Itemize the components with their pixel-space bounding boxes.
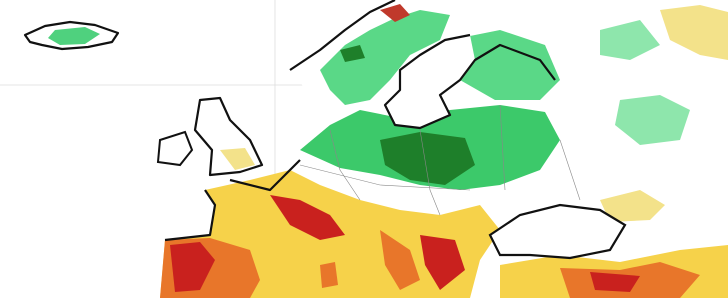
wet-area xyxy=(615,95,690,145)
black-sea xyxy=(488,203,627,260)
coastline xyxy=(193,96,264,177)
very-dry-area xyxy=(380,230,420,290)
wet-area xyxy=(48,27,100,45)
hot-spot xyxy=(170,242,215,292)
iceland xyxy=(23,20,120,51)
ireland xyxy=(156,130,194,167)
island xyxy=(320,262,338,288)
hot-spot xyxy=(270,195,345,240)
hot-spot xyxy=(420,235,465,290)
wet-area xyxy=(600,20,660,60)
coastline xyxy=(289,0,556,130)
hot-spot xyxy=(380,4,410,22)
baltic-sea xyxy=(385,35,475,128)
coastline xyxy=(23,20,120,51)
wet-area xyxy=(450,30,560,100)
wet-area xyxy=(320,10,450,105)
coastline xyxy=(164,159,301,242)
very-wet-area xyxy=(340,45,365,62)
dry-area xyxy=(660,5,728,60)
wet-regions xyxy=(290,0,728,222)
dry-area xyxy=(220,148,255,170)
dry-area xyxy=(600,190,665,222)
border xyxy=(299,104,581,216)
dry-regions xyxy=(160,159,728,298)
british-isles xyxy=(156,96,264,177)
very-wet-area xyxy=(380,132,475,185)
hot-spot xyxy=(590,272,640,292)
